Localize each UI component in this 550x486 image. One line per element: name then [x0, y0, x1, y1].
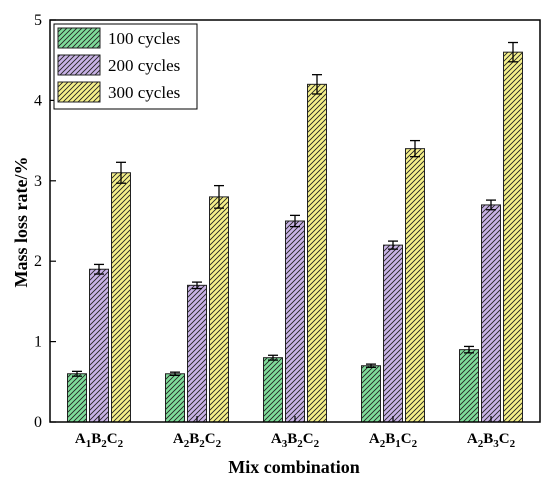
bar-hatch — [111, 172, 131, 423]
legend-label: 100 cycles — [108, 29, 180, 48]
legend-swatch-hatch — [57, 27, 101, 49]
legend: 100 cycles 200 cycles 300 cycles — [53, 23, 198, 110]
axes-layer: 0 1 2 3 4 5 A1B2C2 A2B2C2 A3B2C2 A2B1C2 A2B3C2 — [34, 12, 541, 450]
legend-label: 300 cycles — [108, 83, 180, 102]
x-category-label: A2B3C2 — [467, 431, 516, 450]
bars-layer — [67, 41, 523, 423]
bar-hatch — [89, 268, 109, 423]
y-tick-label: 1 — [34, 334, 42, 351]
bar-hatch — [361, 365, 381, 423]
bar-hatch — [285, 220, 305, 423]
x-axis-title: Mix combination — [228, 457, 360, 477]
bar-hatch — [67, 373, 87, 423]
bar-hatch — [307, 83, 327, 423]
legend-swatch-hatch — [57, 54, 101, 76]
bar-hatch — [383, 244, 403, 423]
legend-swatch-hatch — [57, 81, 101, 103]
bar-hatch — [481, 204, 501, 423]
bar-hatch — [405, 148, 425, 423]
y-tick-label: 4 — [34, 92, 42, 109]
bar-hatch — [263, 357, 283, 423]
bar-hatch — [459, 349, 479, 423]
x-category-label: A2B1C2 — [369, 431, 418, 450]
x-category-label: A3B2C2 — [271, 431, 320, 450]
bar-hatch — [187, 284, 207, 423]
y-axis-title: Mass loss rate/% — [11, 157, 31, 288]
y-tick-label: 3 — [34, 173, 42, 190]
y-tick-label: 5 — [34, 12, 42, 29]
x-category-label: A1B2C2 — [75, 431, 124, 450]
bar-hatch — [165, 373, 185, 423]
legend-label: 200 cycles — [108, 56, 180, 75]
y-tick-label: 2 — [34, 253, 42, 270]
bar-hatch — [503, 51, 523, 423]
x-category-label: A2B2C2 — [173, 431, 222, 450]
bar-hatch — [209, 196, 229, 423]
y-tick-label: 0 — [34, 414, 42, 431]
